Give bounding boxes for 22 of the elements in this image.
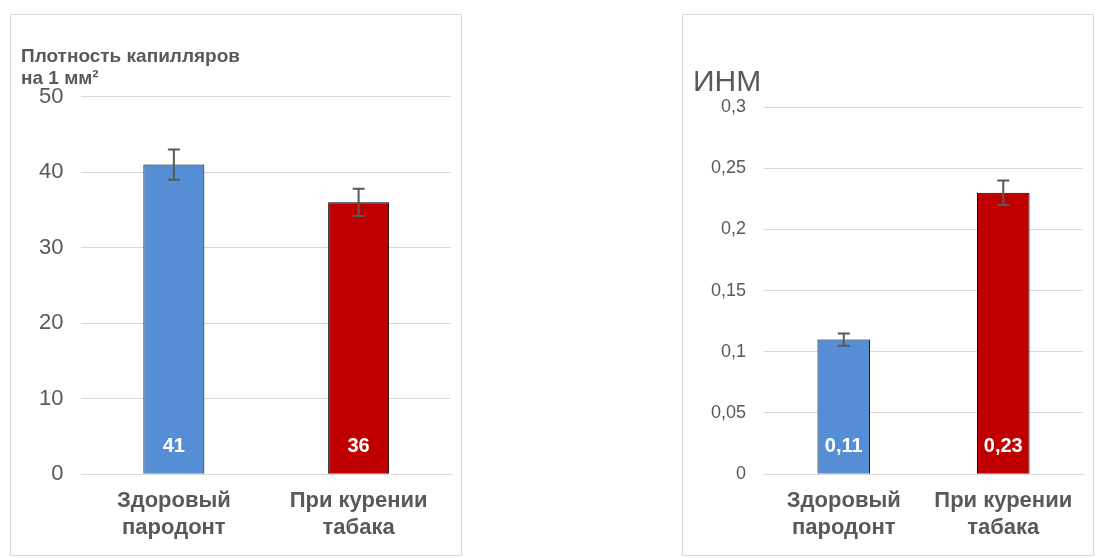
y-tick-label: 0 [736, 463, 747, 484]
chart-title: ИНМ [693, 64, 762, 98]
y-tick-label: 0,25 [710, 157, 747, 178]
x-tick-label: Здоровый пародонт [116, 487, 231, 539]
x-tick-label: Здоровый пародонт [786, 487, 901, 539]
data-label: 41 [162, 433, 185, 456]
data-label: 0,11 [824, 433, 863, 456]
y-tick-label: 0 [51, 460, 64, 486]
y-tick-label: 20 [38, 309, 64, 335]
y-tick-label: 10 [38, 384, 64, 410]
data-label: 36 [347, 433, 370, 456]
y-tick-label: 0,2 [721, 218, 747, 239]
chart-title: Плотность капилляров на 1 мм² [21, 44, 240, 89]
x-tick-label: При курении табака [934, 487, 1073, 539]
y-tick-label: 30 [38, 233, 64, 259]
y-tick-label: 40 [38, 158, 64, 184]
x-tick-label: При курении табака [289, 487, 428, 539]
y-tick-label: 0,15 [710, 279, 747, 300]
y-tick-label: 0,1 [721, 340, 747, 361]
data-label: 0,23 [983, 433, 1023, 456]
y-tick-label: 0,3 [721, 95, 747, 116]
y-tick-label: 0,05 [710, 401, 747, 422]
